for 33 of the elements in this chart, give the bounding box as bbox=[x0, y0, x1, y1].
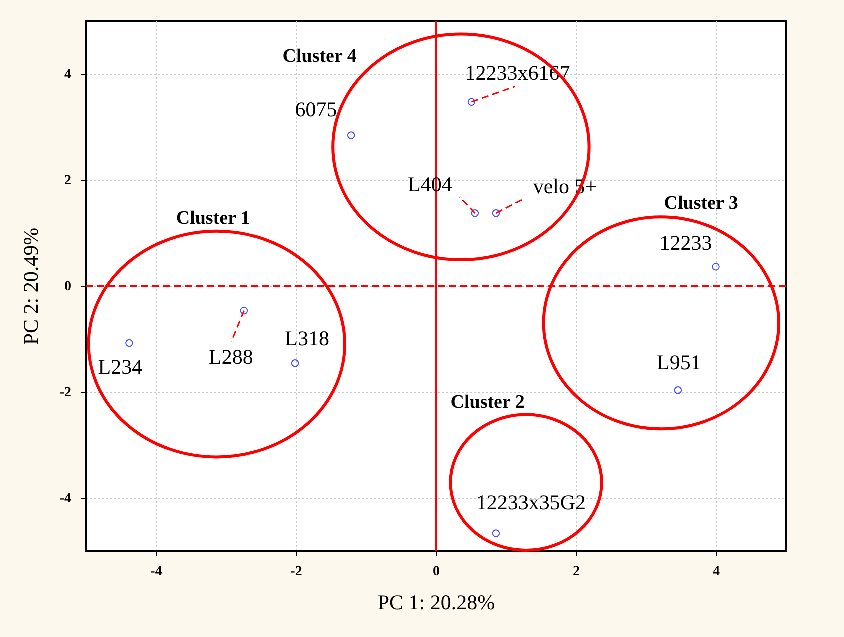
annotation: L234 bbox=[98, 355, 144, 380]
y-tick-label: 0 bbox=[64, 280, 72, 294]
point bbox=[240, 307, 248, 315]
annotation: L318 bbox=[285, 326, 330, 350]
point bbox=[468, 98, 476, 106]
y-axis-title: PC 2: 20.49% bbox=[18, 228, 43, 346]
annotation: Cluster 4 bbox=[282, 46, 358, 67]
point bbox=[126, 339, 134, 348]
y-tick-label: -2 bbox=[60, 386, 72, 400]
x-tick-label: 2 bbox=[573, 564, 580, 580]
y-tick-label: -4 bbox=[60, 492, 72, 506]
x-tick-label: 0 bbox=[433, 564, 440, 580]
x-tick-label: -4 bbox=[150, 564, 162, 580]
point bbox=[492, 210, 500, 218]
annotation: L288 bbox=[209, 344, 254, 369]
point bbox=[492, 530, 500, 538]
annotation: L951 bbox=[657, 350, 702, 374]
annotation: 12233x35G2 bbox=[476, 490, 586, 515]
point bbox=[471, 210, 480, 218]
y-tick-label: 4 bbox=[64, 68, 72, 82]
x-tick-label: -2 bbox=[290, 564, 302, 580]
annotation: Cluster 2 bbox=[450, 392, 525, 414]
x-axis-title: PC 1: 20.28% bbox=[378, 590, 496, 614]
x-tick-label: 4 bbox=[713, 564, 720, 580]
annotation: Cluster 3 bbox=[664, 192, 738, 214]
point bbox=[712, 263, 720, 271]
point bbox=[347, 132, 356, 140]
point bbox=[674, 386, 682, 394]
annotation: 12233 bbox=[660, 230, 712, 255]
y-tick-label: 2 bbox=[64, 174, 72, 188]
point bbox=[291, 360, 300, 368]
annotation: 6075 bbox=[295, 97, 338, 122]
annotation: Cluster 1 bbox=[176, 208, 250, 230]
